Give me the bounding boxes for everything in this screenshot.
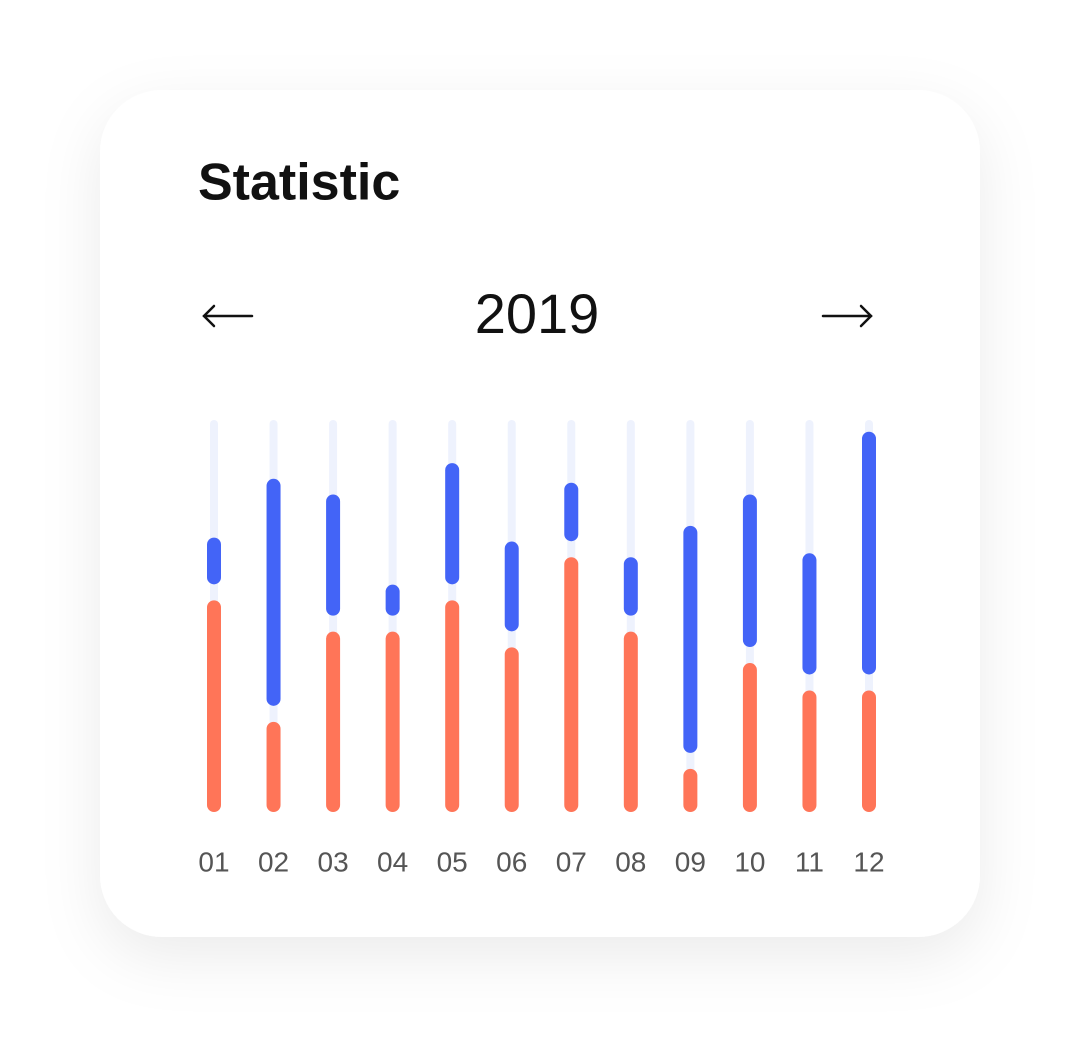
bar-segment [683, 768, 698, 812]
bar-segment [504, 647, 519, 812]
bar-segment [207, 600, 221, 812]
arrow-head [202, 304, 216, 328]
bar-segment [326, 494, 341, 616]
year: 2019 [475, 282, 600, 345]
bar-segment [742, 663, 757, 812]
prev-button[interactable] [202, 304, 254, 328]
bar-segment [623, 631, 638, 812]
x-tick-label: 11 [795, 846, 824, 877]
bar-segment [802, 690, 817, 812]
bar-segment [207, 537, 221, 585]
x-tick-label: 12 [853, 846, 884, 877]
bar-segment [683, 525, 698, 753]
bar-segment [564, 482, 579, 542]
card [100, 90, 980, 937]
chart-title: Statistic [198, 154, 400, 212]
bar-segment [564, 557, 579, 812]
x-tick-label: 02 [258, 846, 289, 877]
plot: 01 02 03 04 05 06 07 08 09 10 11 12 [198, 420, 885, 877]
bar-segment [504, 541, 519, 632]
x-tick-label: 07 [556, 846, 587, 877]
next-button[interactable] [821, 304, 873, 328]
bar-segment [266, 721, 281, 812]
x-tick-label: 04 [377, 846, 408, 877]
bar-segment [862, 690, 876, 812]
bar-segment [326, 631, 341, 812]
bar-segment [445, 463, 460, 585]
bar-segment [623, 557, 638, 616]
bar-segment [266, 478, 281, 706]
bar-segment [385, 631, 400, 812]
x-tick-label: 10 [734, 846, 765, 877]
x-tick-label: 05 [437, 846, 468, 877]
x-tick-label: 08 [615, 846, 646, 877]
bar-segment [742, 494, 757, 648]
bar-segment [862, 431, 876, 675]
x-tick-label: 01 [198, 846, 229, 877]
bar-segment [385, 584, 400, 616]
bar-segment [802, 553, 817, 675]
x-tick-label: 06 [496, 846, 527, 877]
arrow-head [859, 304, 873, 328]
bar-segment [445, 600, 460, 812]
x-tick-label: 09 [675, 846, 706, 877]
x-tick-label: 03 [318, 846, 349, 877]
